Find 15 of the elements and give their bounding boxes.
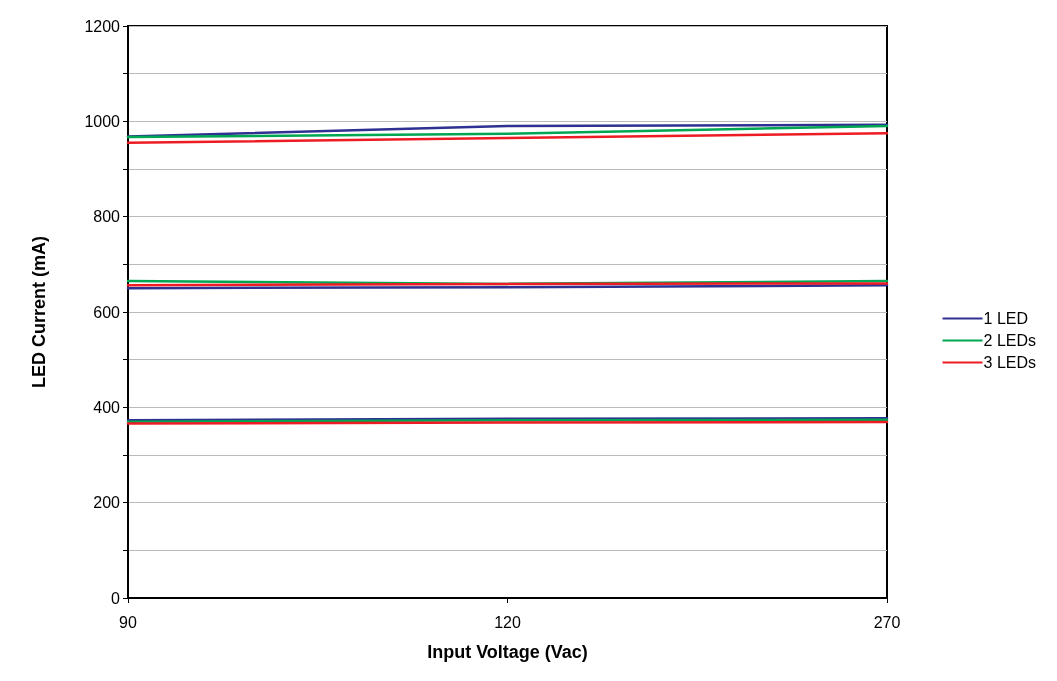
x-tick-label: 120 bbox=[494, 613, 521, 631]
x-axis-title: Input Voltage (Vac) bbox=[427, 642, 588, 662]
y-tick-label: 0 bbox=[111, 589, 121, 607]
y-tick-label: 400 bbox=[93, 398, 121, 416]
y-axis-title: LED Current (mA) bbox=[29, 236, 49, 388]
legend-label: 2 LEDs bbox=[983, 332, 1036, 349]
y-tick-label: 1000 bbox=[84, 112, 121, 130]
y-tick-label: 1200 bbox=[84, 17, 121, 35]
y-tick-label: 600 bbox=[93, 303, 121, 321]
x-tick-label: 90 bbox=[119, 613, 137, 631]
legend-label: 1 LED bbox=[983, 310, 1028, 327]
x-tick-label: 270 bbox=[873, 613, 901, 631]
y-tick-label: 800 bbox=[93, 208, 121, 226]
y-tick-label: 200 bbox=[93, 494, 121, 512]
legend-label: 3 LEDs bbox=[983, 354, 1036, 371]
